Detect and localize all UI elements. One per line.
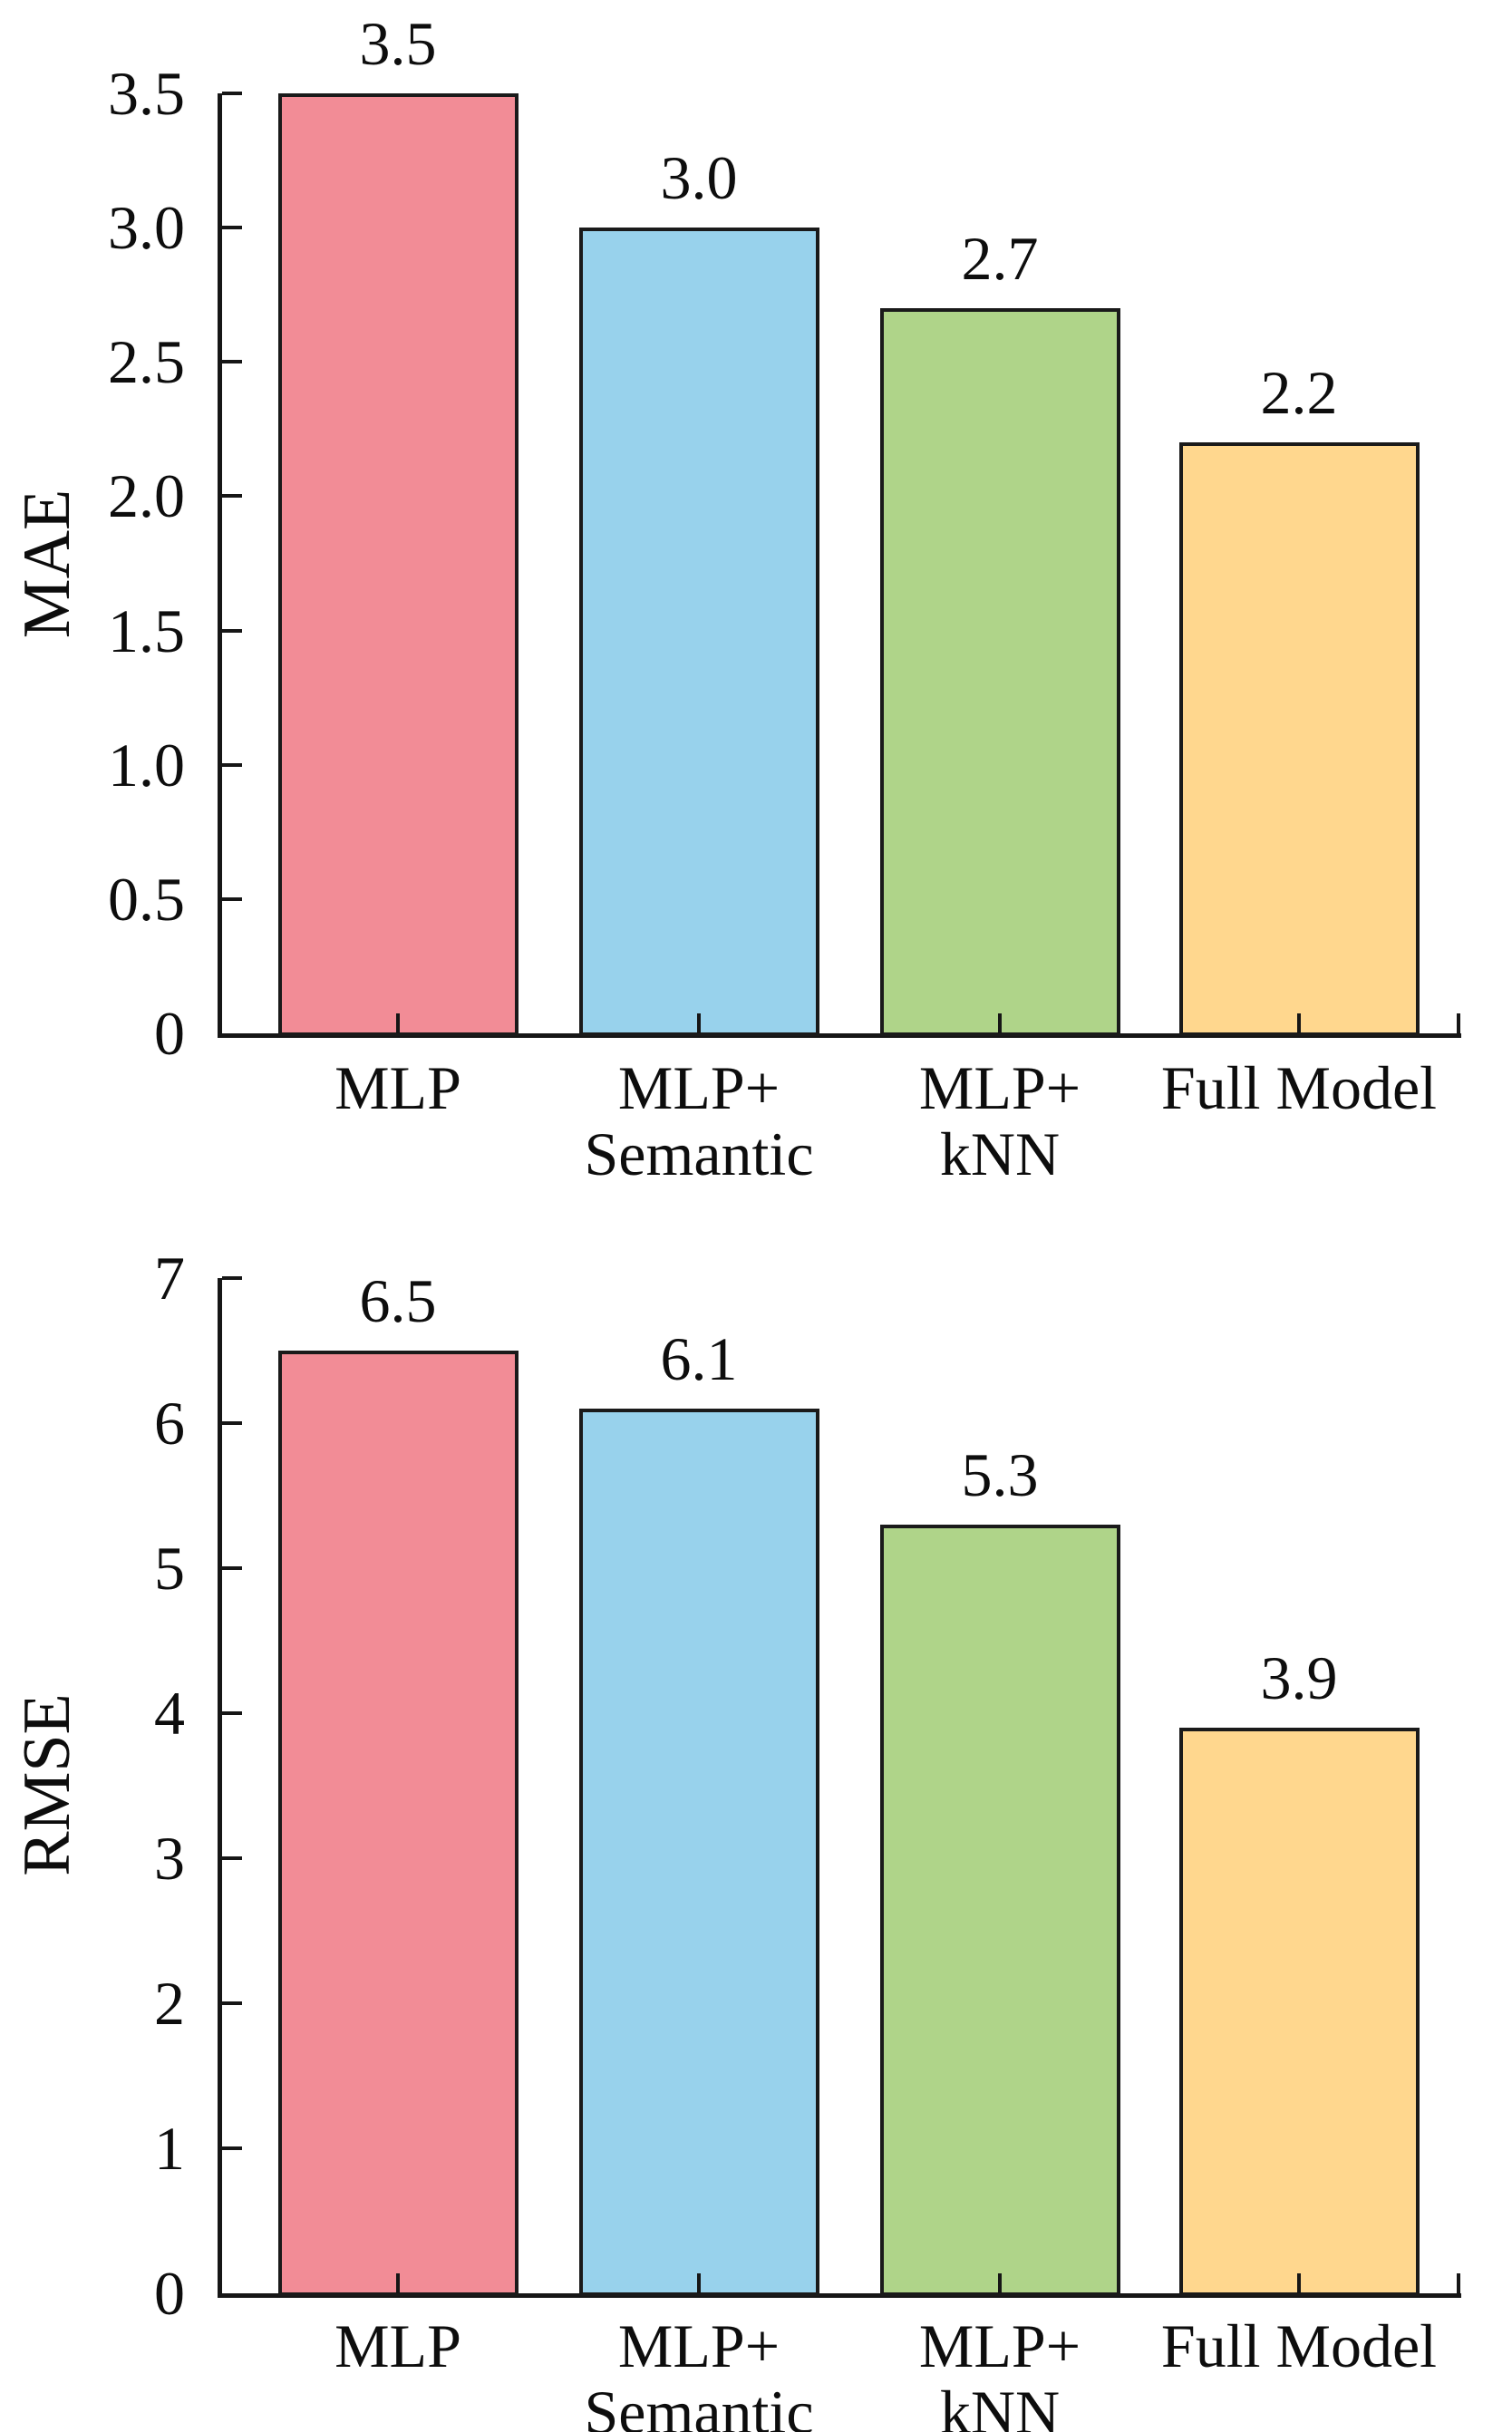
bar [277, 93, 519, 1036]
y-axis-title: RMSE [10, 1693, 84, 1876]
x-category-label: MLP+ kNN [918, 1053, 1081, 1188]
bar-value-label: 6.1 [660, 1324, 738, 1393]
y-tick-label: 4 [154, 1679, 185, 1748]
x-axis-end-tick [1457, 2273, 1460, 2293]
x-category-label: MLP+ Semantic [584, 1053, 814, 1188]
bar-value-label: 5.3 [961, 1440, 1039, 1509]
x-category-label: Full Model [1160, 2311, 1438, 2380]
bar-value-label: 2.7 [961, 224, 1039, 294]
y-tick-label: 0 [154, 2259, 185, 2328]
y-tick [222, 1566, 242, 1570]
x-tick [396, 2273, 400, 2293]
y-tick-label: 2.5 [108, 327, 185, 397]
y-tick [222, 1276, 242, 1280]
y-tick [222, 1421, 242, 1425]
y-tick [222, 896, 242, 901]
x-category-label: MLP+ Semantic [584, 2311, 814, 2432]
x-tick [1297, 2273, 1301, 2293]
x-tick [396, 1013, 400, 1033]
bar [578, 228, 819, 1036]
x-tick [1297, 1013, 1301, 1033]
y-tick [222, 226, 242, 230]
x-category-label: Full Model [1160, 1053, 1438, 1122]
x-tick [998, 1013, 1002, 1033]
y-tick [222, 628, 242, 633]
y-tick-label: 6 [154, 1389, 185, 1458]
x-tick [998, 2273, 1002, 2293]
bar [879, 1525, 1120, 2296]
y-tick-label: 2 [154, 1969, 185, 2038]
y-tick-label: 1.5 [108, 596, 185, 665]
y-tick-label: 3.0 [108, 193, 185, 263]
y-tick-label: 7 [154, 1244, 185, 1313]
x-tick [697, 1013, 701, 1033]
y-axis-spine [218, 93, 222, 1038]
y-tick [222, 1711, 242, 1715]
y-tick-label: 5 [154, 1534, 185, 1603]
bar [578, 1409, 819, 2296]
bar [879, 308, 1120, 1036]
x-axis-end-tick [1457, 1013, 1460, 1033]
y-tick [222, 1856, 242, 1860]
x-axis-spine [218, 1033, 1461, 1038]
y-tick-label: 0.5 [108, 864, 185, 934]
x-category-label: MLP [334, 1053, 461, 1122]
y-tick [222, 2146, 242, 2150]
bar [1178, 1728, 1420, 2296]
bar-value-label: 3.5 [359, 9, 437, 78]
bar-value-label: 6.5 [359, 1266, 437, 1335]
bar-value-label: 3.0 [660, 143, 738, 213]
bar-value-label: 2.2 [1260, 358, 1338, 428]
y-tick [222, 360, 242, 364]
y-tick-label: 3.5 [108, 59, 185, 128]
y-tick-label: 1.0 [108, 730, 185, 799]
y-tick [222, 762, 242, 767]
y-axis-spine [218, 1278, 222, 2298]
y-tick [222, 92, 242, 95]
x-category-label: MLP+ kNN [918, 2311, 1081, 2432]
x-axis-spine [218, 2293, 1461, 2298]
y-tick-label: 1 [154, 2114, 185, 2183]
y-tick [222, 2001, 242, 2005]
y-tick [222, 494, 242, 499]
x-tick [697, 2273, 701, 2293]
bar-value-label: 3.9 [1260, 1643, 1338, 1712]
bar [1178, 442, 1420, 1036]
x-category-label: MLP [334, 2311, 461, 2380]
bar [277, 1351, 519, 2296]
y-tick-label: 2.0 [108, 461, 185, 531]
y-tick-label: 0 [154, 999, 185, 1068]
y-tick-label: 3 [154, 1824, 185, 1893]
